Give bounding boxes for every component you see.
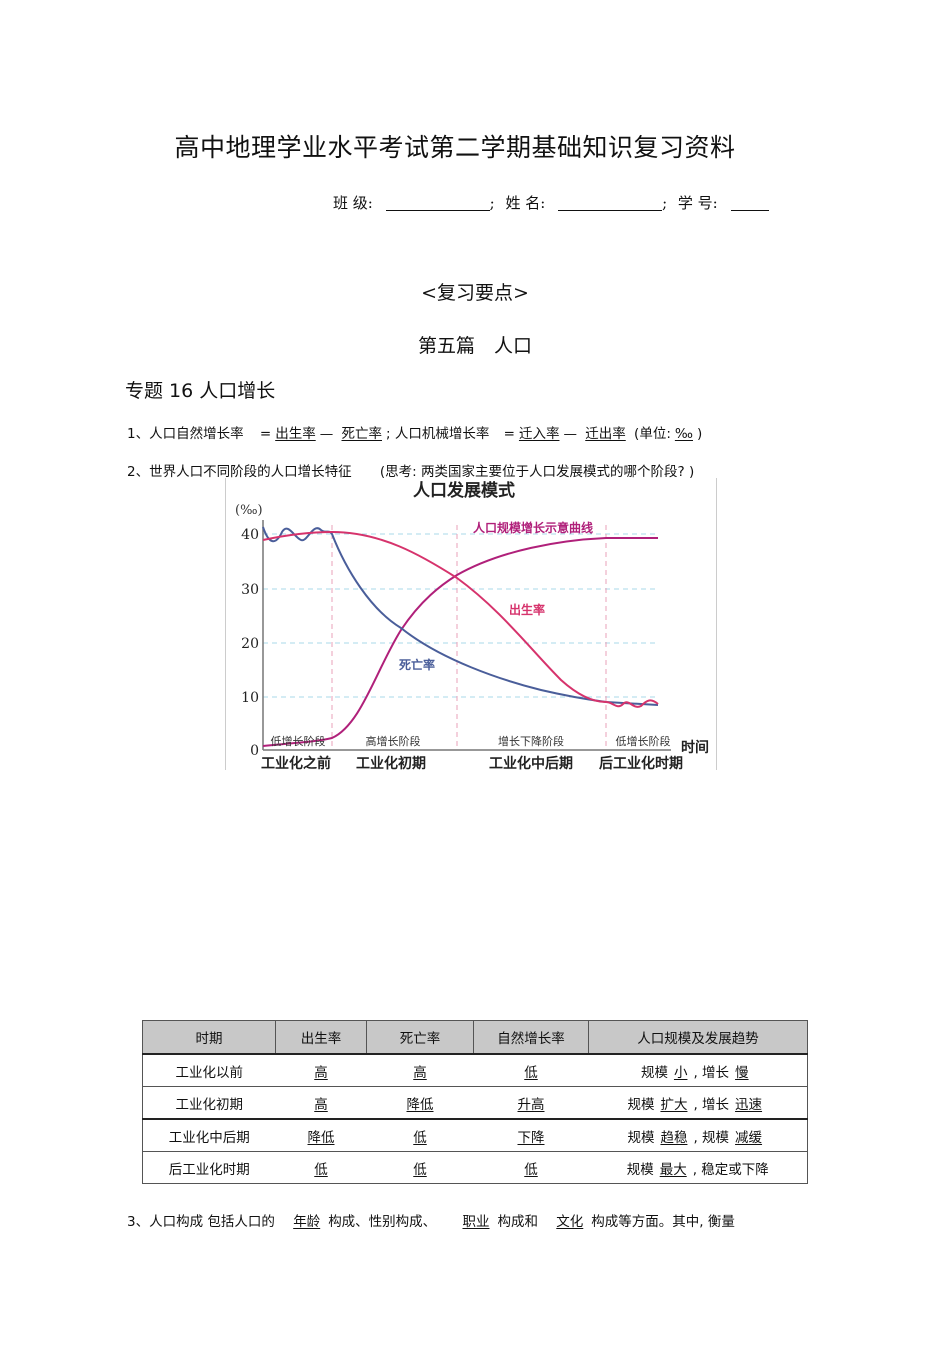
- header-birth-rate: 出生率: [275, 1020, 367, 1055]
- answer-occupation: 职业: [462, 1214, 490, 1230]
- trend-cell: 规模 最大, 稳定或下降: [588, 1151, 808, 1184]
- ytick-0: 0: [250, 743, 259, 759]
- answer-death-rate: 死亡率: [341, 426, 383, 442]
- birth-rate-label: 出生率: [509, 602, 545, 617]
- table-row: 工业化以前 高 高 低 规模小, 增长慢: [142, 1054, 808, 1087]
- student-id-label: 学 号:: [677, 194, 718, 212]
- header-natural-growth: 自然增长率: [473, 1020, 589, 1055]
- stage-label-3: 增长下降阶段: [498, 734, 564, 748]
- trend-cell: 规模小, 增长慢: [588, 1054, 808, 1087]
- population-curve-label: 人口规模增长示意曲线: [473, 520, 593, 535]
- trend-cell: 规模 扩大, 增长 迅速: [588, 1086, 808, 1120]
- chart-title: 人口发展模式: [413, 480, 515, 501]
- stage-label-2: 高增长阶段: [366, 734, 421, 748]
- answer-unit: ‰: [674, 426, 693, 442]
- death-rate-label: 死亡率: [399, 657, 435, 672]
- ytick-10: 10: [241, 690, 259, 706]
- answer-age: 年龄: [293, 1214, 321, 1230]
- class-field[interactable]: [385, 194, 490, 211]
- period-label-2: 工业化初期: [356, 755, 426, 770]
- student-id-field[interactable]: [730, 194, 769, 211]
- period-label-1: 工业化之前: [261, 755, 331, 770]
- table-row: 后工业化时期 低 低 低 规模 最大, 稳定或下降: [142, 1151, 808, 1184]
- header-period: 时期: [142, 1020, 276, 1055]
- trend-cell: 规模 趋稳, 规模 减缓: [588, 1119, 808, 1152]
- answer-education: 文化: [556, 1214, 584, 1230]
- answer-birth-rate: 出生率: [275, 426, 316, 442]
- header-death-rate: 死亡率: [366, 1020, 474, 1055]
- population-stage-table: 时期 出生率 死亡率 自然增长率 人口规模及发展趋势 工业化以前 高 高 低 规…: [142, 1020, 808, 1184]
- header-trend: 人口规模及发展趋势: [588, 1020, 808, 1055]
- ytick-20: 20: [241, 636, 259, 652]
- period-label-3: 工业化中后期: [489, 755, 573, 770]
- chapter-heading: 第五篇 人口: [417, 335, 532, 357]
- answer-immigration-rate: 迁入率: [518, 426, 560, 442]
- document-title: 高中地理学业水平考试第二学期基础知识复习资料: [174, 133, 736, 162]
- student-info-line: 班 级: ; 姓 名: ; 学 号:: [333, 192, 769, 213]
- table-row: 工业化中后期 降低 低 下降 规模 趋稳, 规模 减缓: [142, 1119, 808, 1152]
- population-development-chart: 人口发展模式 (‰) 40 30 20 10 0: [225, 478, 717, 770]
- ytick-40: 40: [241, 527, 259, 543]
- name-label: 姓 名:: [505, 194, 546, 212]
- item-3: 3、人口构成 包括人口的 年龄 构成、性别构成、 职业 构成和 文化 构成等方面。其中…: [127, 1214, 735, 1230]
- ytick-30: 30: [241, 582, 259, 598]
- name-field[interactable]: [558, 194, 663, 211]
- item-2: 2、世界人口不同阶段的人口增长特征 (思考: 两类国家主要位于人口发展模式的哪个…: [127, 464, 695, 480]
- period-label-4: 后工业化时期: [599, 755, 683, 770]
- item-1: 1、人口自然增长率 = 出生率 — 死亡率; 人口机械增长率 = 迁入率 — 迁出率 (…: [127, 426, 703, 442]
- stage-label-4: 低增长阶段: [616, 734, 671, 748]
- class-label: 班 级:: [333, 194, 373, 212]
- table-row: 工业化初期 高 降低 升高 规模 扩大, 增长 迅速: [142, 1086, 808, 1120]
- y-axis-unit: (‰): [235, 503, 263, 518]
- x-axis-label: 时间: [681, 739, 709, 756]
- topic-heading: 专题 16 人口增长: [125, 380, 276, 402]
- answer-emigration-rate: 迁出率: [585, 426, 626, 442]
- stage-label-1: 低增长阶段: [271, 734, 326, 748]
- table-header-row: 时期 出生率 死亡率 自然增长率 人口规模及发展趋势: [142, 1020, 808, 1055]
- review-heading: <复习要点>: [421, 282, 529, 304]
